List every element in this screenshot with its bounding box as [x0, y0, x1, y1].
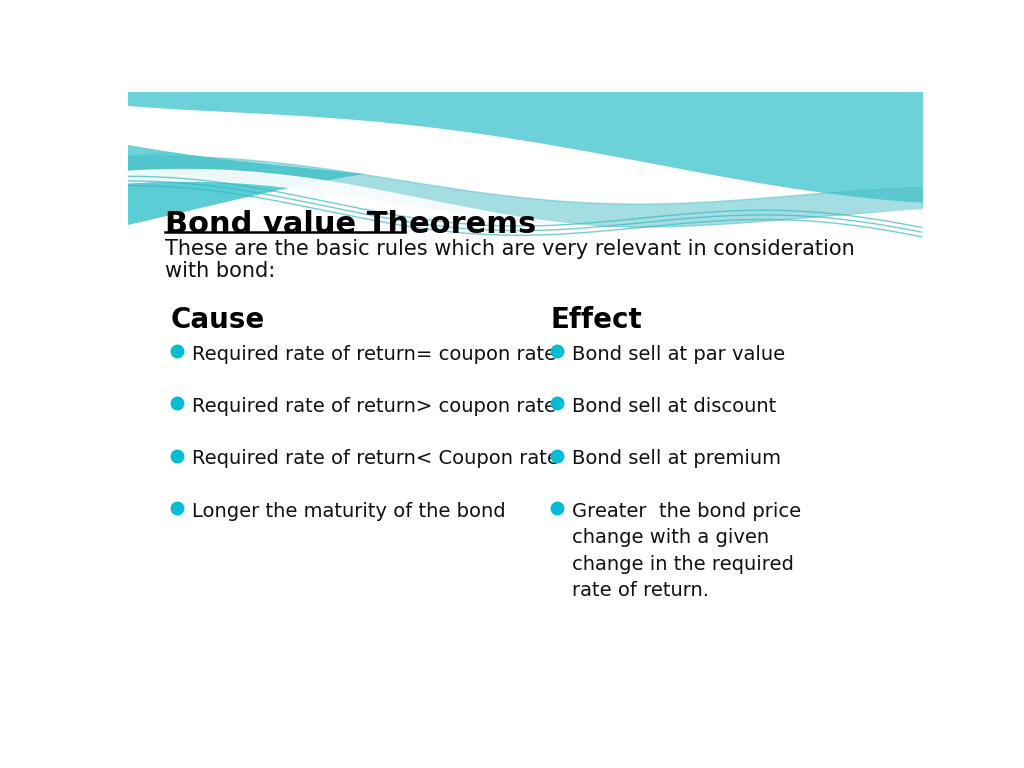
Text: Longer the maturity of the bond: Longer the maturity of the bond	[193, 502, 506, 521]
Text: Greater  the bond price
change with a given
change in the required
rate of retur: Greater the bond price change with a giv…	[572, 502, 801, 601]
Text: Required rate of return< Coupon rate: Required rate of return< Coupon rate	[193, 449, 559, 468]
Text: Bond value Theorems: Bond value Theorems	[165, 210, 537, 239]
Text: Bond sell at par value: Bond sell at par value	[572, 345, 785, 364]
Text: Required rate of return= coupon rate: Required rate of return= coupon rate	[193, 345, 556, 364]
Text: with bond:: with bond:	[165, 261, 275, 281]
Text: Effect: Effect	[550, 306, 642, 334]
Text: Cause: Cause	[171, 306, 265, 334]
Text: These are the basic rules which are very relevant in consideration: These are the basic rules which are very…	[165, 239, 855, 260]
Text: Bond sell at premium: Bond sell at premium	[572, 449, 781, 468]
Text: Required rate of return> coupon rate: Required rate of return> coupon rate	[193, 397, 556, 416]
Text: Bond sell at discount: Bond sell at discount	[572, 397, 776, 416]
